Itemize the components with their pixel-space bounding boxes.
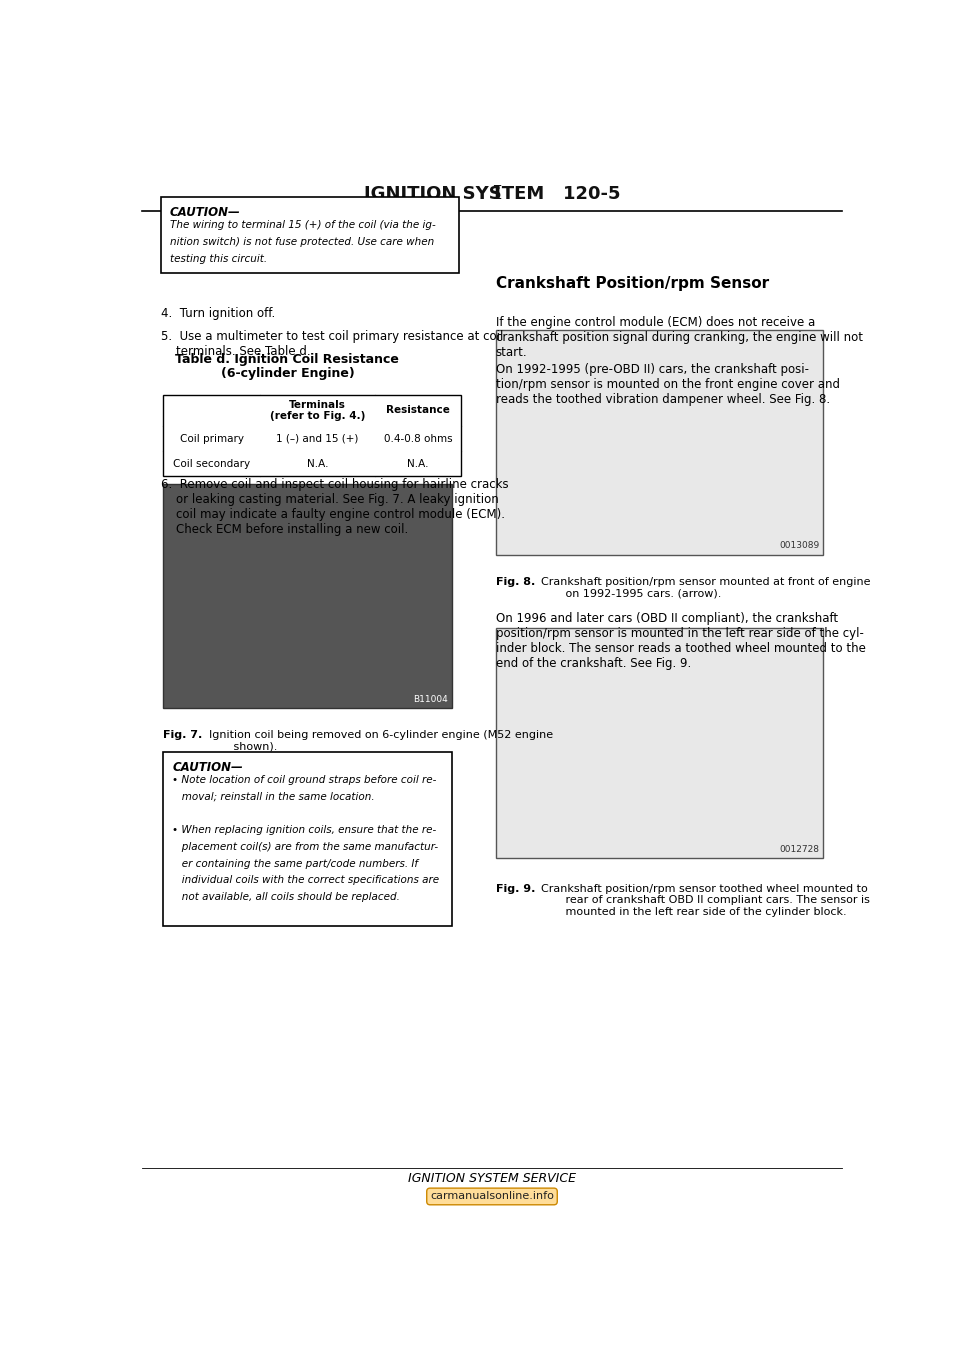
Text: not available, all coils should be replaced.: not available, all coils should be repla…: [172, 892, 400, 902]
Text: CAUTION—: CAUTION—: [170, 206, 241, 218]
Text: N.A.: N.A.: [307, 459, 328, 468]
Text: Coil primary: Coil primary: [180, 434, 244, 444]
Text: Coil secondary: Coil secondary: [173, 459, 250, 468]
Text: Crankshaft Position/rpm Sensor: Crankshaft Position/rpm Sensor: [495, 275, 769, 290]
Bar: [161, 197, 459, 273]
Text: The wiring to terminal 15 (+) of the coil (via the ig-: The wiring to terminal 15 (+) of the coi…: [170, 220, 436, 231]
Text: Table d. Ignition Coil Resistance: Table d. Ignition Coil Resistance: [176, 353, 399, 365]
Text: Fig. 9.: Fig. 9.: [495, 883, 535, 894]
Bar: [495, 330, 823, 555]
Text: Ignition coil being removed on 6-cylinder engine (M52 engine
         shown).: Ignition coil being removed on 6-cylinde…: [202, 730, 553, 752]
Text: 4.  Turn ignition off.: 4. Turn ignition off.: [161, 307, 276, 320]
Text: 0012728: 0012728: [780, 844, 820, 854]
Text: On 1996 and later cars (OBD II compliant), the crankshaft
position/rpm sensor is: On 1996 and later cars (OBD II compliant…: [495, 612, 866, 670]
Text: testing this circuit.: testing this circuit.: [170, 254, 267, 263]
Text: Crankshaft position/rpm sensor toothed wheel mounted to
         rear of cranksh: Crankshaft position/rpm sensor toothed w…: [535, 883, 871, 917]
Bar: [163, 395, 461, 476]
Text: • When replacing ignition coils, ensure that the re-: • When replacing ignition coils, ensure …: [172, 825, 437, 836]
Text: Resistance: Resistance: [386, 406, 450, 415]
Text: 0.4-0.8 ohms: 0.4-0.8 ohms: [384, 434, 452, 444]
Text: Crankshaft position/rpm sensor mounted at front of engine
         on 1992-1995 : Crankshaft position/rpm sensor mounted a…: [535, 577, 871, 598]
Text: Fig. 8.: Fig. 8.: [495, 577, 535, 586]
Text: IGNITION SYSTEM   120-5: IGNITION SYSTEM 120-5: [364, 185, 620, 202]
Text: (6-cylinder Engine): (6-cylinder Engine): [221, 368, 354, 380]
Text: placement coil(s) are from the same manufactur-: placement coil(s) are from the same manu…: [172, 841, 438, 852]
Text: N.A.: N.A.: [407, 459, 429, 468]
Text: carmanualsonline.info: carmanualsonline.info: [430, 1191, 554, 1201]
Text: moval; reinstall in the same location.: moval; reinstall in the same location.: [172, 792, 374, 802]
Text: On 1992-1995 (pre-OBD II) cars, the crankshaft posi-
tion/rpm sensor is mounted : On 1992-1995 (pre-OBD II) cars, the cran…: [495, 364, 840, 407]
Bar: [495, 628, 823, 858]
Text: • Note location of coil ground straps before coil re-: • Note location of coil ground straps be…: [172, 775, 437, 786]
Text: Fig. 7.: Fig. 7.: [163, 730, 203, 740]
Text: 5.  Use a multimeter to test coil primary resistance at coil
    terminals. See : 5. Use a multimeter to test coil primary…: [161, 330, 503, 358]
Text: er containing the same part/code numbers. If: er containing the same part/code numbers…: [172, 859, 419, 868]
Text: nition switch) is not fuse protected. Use care when: nition switch) is not fuse protected. Us…: [170, 237, 434, 247]
Text: Terminals
(refer to Fig. 4.): Terminals (refer to Fig. 4.): [270, 400, 365, 421]
Bar: [163, 483, 452, 708]
Bar: [163, 752, 452, 925]
Text: IGNITION SYSTEM SERVICE: IGNITION SYSTEM SERVICE: [408, 1171, 576, 1185]
Text: CAUTION—: CAUTION—: [172, 760, 243, 773]
Text: If the engine control module (ECM) does not receive a
crankshaft position signal: If the engine control module (ECM) does …: [495, 316, 863, 360]
Text: individual coils with the correct specifications are: individual coils with the correct specif…: [172, 875, 440, 886]
Text: I: I: [492, 185, 501, 202]
Text: 6.  Remove coil and inspect coil housing for hairline cracks
    or leaking cast: 6. Remove coil and inspect coil housing …: [161, 479, 509, 536]
Text: B11004: B11004: [414, 695, 448, 704]
Text: 1 (–) and 15 (+): 1 (–) and 15 (+): [276, 434, 359, 444]
Text: 0013089: 0013089: [780, 541, 820, 551]
